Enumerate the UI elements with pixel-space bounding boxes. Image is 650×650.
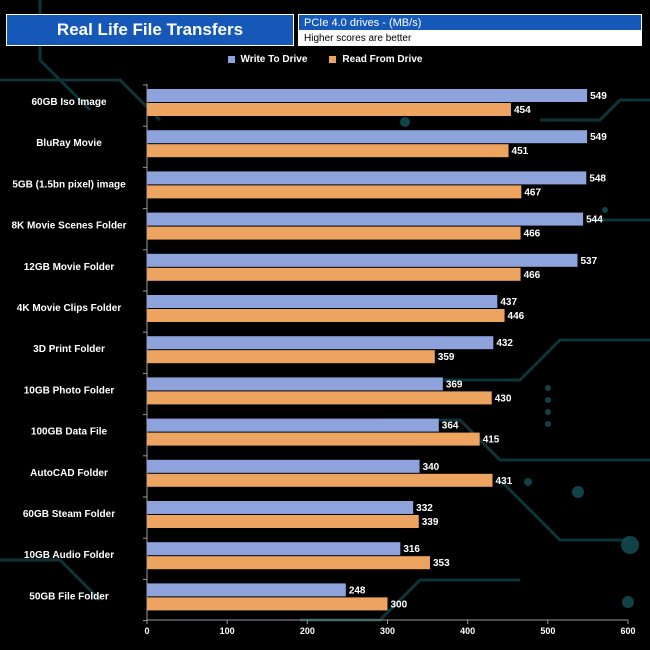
- data-label-write: 544: [586, 215, 603, 226]
- bar-read: [147, 144, 509, 158]
- category-label: 60GB Steam Folder: [23, 509, 115, 520]
- bar-write: [147, 89, 588, 102]
- x-tick-label: 300: [380, 626, 395, 636]
- bar-read: [147, 473, 493, 487]
- chart-note: Higher scores are better: [298, 31, 642, 46]
- data-label-read: 466: [524, 270, 541, 281]
- data-label-read: 353: [433, 558, 450, 569]
- category-label: 8K Movie Scenes Folder: [11, 221, 126, 232]
- bar-write: [147, 501, 414, 514]
- category-label: 10GB Audio Folder: [24, 550, 114, 561]
- data-label-write: 548: [589, 173, 606, 184]
- data-label-read: 415: [483, 435, 500, 446]
- data-label-read: 454: [514, 105, 531, 116]
- data-label-write: 537: [580, 256, 597, 267]
- data-label-write: 248: [349, 585, 366, 596]
- data-label-read: 431: [496, 476, 513, 487]
- chart-subtitle: PCIe 4.0 drives - (MB/s): [298, 14, 642, 31]
- bar-read: [147, 226, 521, 240]
- bar-read: [147, 515, 419, 528]
- x-tick-label: 400: [460, 626, 475, 636]
- bar-write: [147, 377, 443, 391]
- bar-write: [147, 253, 578, 267]
- category-label: 60GB Iso Image: [31, 97, 106, 108]
- data-label-write: 340: [423, 462, 440, 473]
- bar-read: [147, 267, 521, 281]
- data-label-read: 466: [524, 229, 541, 240]
- data-label-read: 300: [391, 599, 408, 610]
- x-tick-label: 500: [540, 626, 555, 636]
- category-label: BluRay Movie: [36, 138, 102, 149]
- legend-swatch-write: [227, 56, 235, 63]
- bar-write: [147, 542, 401, 556]
- data-label-write: 369: [446, 379, 463, 390]
- bar-read: [147, 432, 480, 446]
- legend-item-read: Read From Drive: [329, 54, 422, 65]
- data-label-write: 437: [500, 297, 517, 308]
- category-label: 12GB Movie Folder: [24, 262, 115, 273]
- data-label-write: 549: [590, 91, 607, 102]
- bar-write: [147, 171, 587, 185]
- data-label-write: 316: [403, 544, 420, 555]
- data-label-read: 467: [524, 187, 541, 198]
- bar-write: [147, 212, 584, 226]
- data-label-read: 359: [438, 352, 455, 363]
- bar-read: [147, 350, 435, 364]
- legend-label-write: Write To Drive: [240, 54, 308, 65]
- bar-write: [147, 336, 494, 350]
- data-label-write: 332: [416, 503, 433, 514]
- bar-read: [147, 103, 511, 116]
- x-tick-label: 100: [220, 626, 235, 636]
- data-label-write: 364: [442, 421, 459, 432]
- category-label: 4K Movie Clips Folder: [17, 303, 122, 314]
- data-label-write: 432: [496, 338, 513, 349]
- x-tick-label: 0: [144, 626, 149, 636]
- legend: Write To Drive Read From Drive: [0, 54, 650, 65]
- legend-swatch-read: [329, 56, 337, 63]
- category-label: 3D Print Folder: [33, 344, 105, 355]
- data-label-write: 549: [590, 132, 607, 143]
- legend-item-write: Write To Drive: [227, 54, 308, 65]
- bar-write: [147, 418, 439, 432]
- x-tick-label: 600: [620, 626, 635, 636]
- bar-read: [147, 391, 492, 405]
- category-label: 100GB Data File: [31, 427, 108, 438]
- category-label: 5GB (1.5bn pixel) image: [12, 179, 126, 190]
- data-label-read: 451: [512, 146, 529, 157]
- category-label: 50GB File Folder: [29, 591, 109, 602]
- data-label-read: 430: [495, 393, 512, 404]
- x-tick-label: 200: [300, 626, 315, 636]
- chart-title: Real Life File Transfers: [6, 14, 294, 46]
- bar-write: [147, 583, 346, 597]
- bar-write: [147, 130, 588, 144]
- data-label-read: 339: [422, 517, 439, 528]
- legend-label-read: Read From Drive: [342, 54, 423, 65]
- category-label: 10GB Photo Folder: [24, 385, 115, 396]
- bar-read: [147, 309, 505, 322]
- category-label: AutoCAD Folder: [30, 468, 108, 479]
- bar-write: [147, 459, 420, 473]
- bar-read: [147, 556, 430, 570]
- bar-read: [147, 185, 522, 199]
- bar-read: [147, 597, 388, 611]
- data-label-read: 446: [508, 311, 525, 322]
- bar-write: [147, 295, 498, 308]
